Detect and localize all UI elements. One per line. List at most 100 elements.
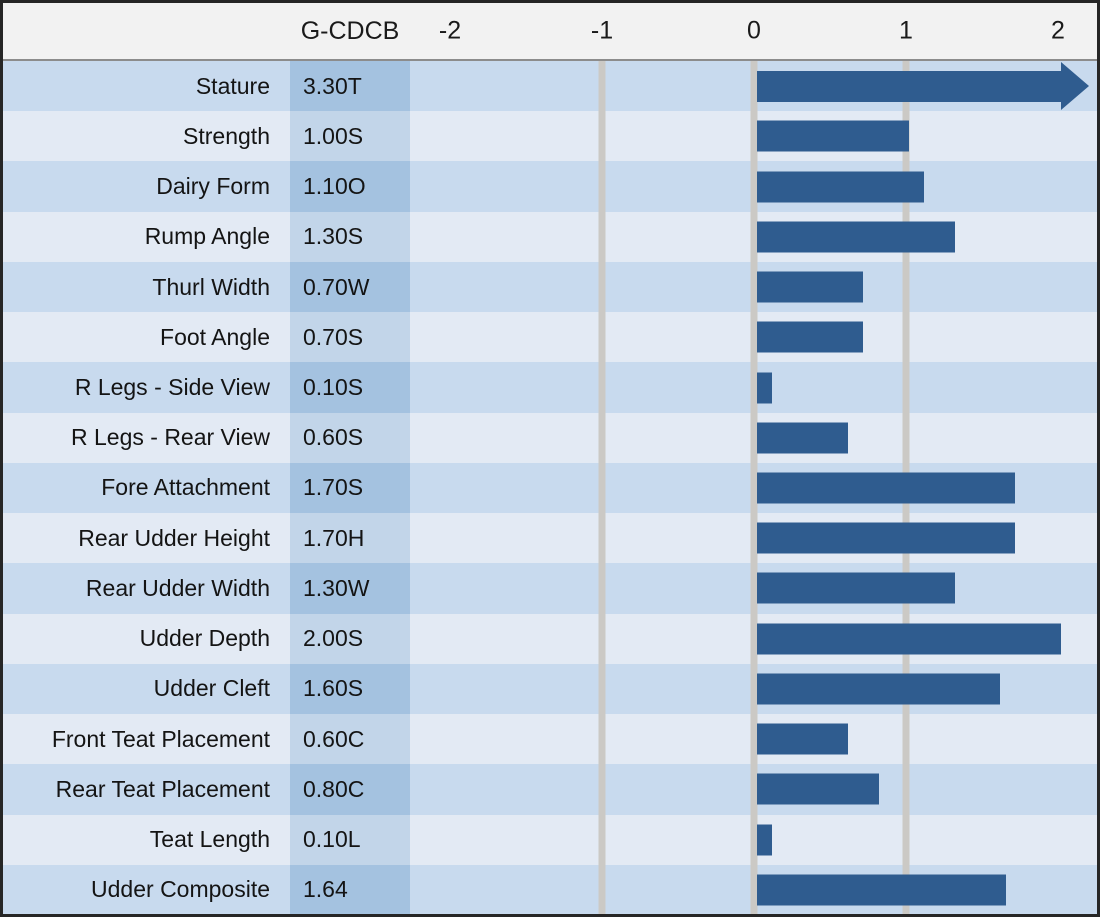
trait-label: R Legs - Side View	[3, 362, 290, 413]
trait-value: 3.30T	[290, 61, 410, 112]
table-row: Rump Angle 1.30S	[3, 211, 1097, 262]
bar-rect	[757, 271, 864, 303]
bar-rect	[757, 874, 1007, 906]
trait-label: Rump Angle	[3, 211, 290, 262]
trait-bar-cell	[410, 513, 1097, 564]
trait-bar	[757, 120, 909, 152]
bar-rect	[757, 824, 773, 856]
trait-value: 1.30W	[290, 563, 410, 614]
trait-value: 1.64	[290, 864, 410, 914]
trait-label: Rear Udder Width	[3, 563, 290, 614]
chart-header: G-CDCB -2 -1 0 1 2	[3, 3, 1097, 61]
bar-rect	[757, 572, 955, 604]
axis-tick-labels: -2 -1 0 1 2	[410, 3, 1097, 59]
bar-rect	[757, 70, 1061, 102]
table-row: Teat Length 0.10L	[3, 814, 1097, 865]
bar-rect	[757, 673, 1001, 705]
trait-bar	[757, 723, 849, 755]
trait-bar-cell	[410, 312, 1097, 363]
table-row: Udder Depth 2.00S	[3, 613, 1097, 664]
trait-bar	[757, 773, 879, 805]
table-row: Stature 3.30T	[3, 61, 1097, 112]
trait-rows: Stature 3.30T Strength 1.00S Dairy Form …	[3, 61, 1097, 914]
trait-bar	[757, 673, 1001, 705]
trait-value: 1.00S	[290, 111, 410, 162]
trait-bar-cell	[410, 211, 1097, 262]
header-trait-column-spacer	[3, 3, 290, 59]
trait-bar-cell	[410, 613, 1097, 664]
axis-tick-label: 2	[1051, 16, 1065, 45]
trait-bar-cell	[410, 714, 1097, 765]
bar-rect	[757, 623, 1061, 655]
table-row: R Legs - Side View 0.10S	[3, 362, 1097, 413]
axis-tick-label: 0	[747, 16, 761, 45]
trait-bar-cell	[410, 814, 1097, 865]
table-row: Fore Attachment 1.70S	[3, 462, 1097, 514]
trait-bar	[757, 874, 1007, 906]
bar-rect	[757, 372, 773, 404]
trait-label: Dairy Form	[3, 161, 290, 212]
trait-bar-cell	[410, 161, 1097, 212]
trait-label: Udder Depth	[3, 613, 290, 664]
trait-bar-cell	[410, 111, 1097, 162]
value-column-header: G-CDCB	[300, 16, 400, 45]
trait-bar	[757, 221, 955, 253]
bar-rect	[757, 321, 864, 353]
table-row: Dairy Form 1.10O	[3, 161, 1097, 212]
trait-value: 1.30S	[290, 211, 410, 262]
axis-tick-label: -1	[590, 16, 614, 45]
table-row: Foot Angle 0.70S	[3, 312, 1097, 363]
bar-rect	[757, 221, 955, 253]
table-row: R Legs - Rear View 0.60S	[3, 412, 1097, 463]
trait-bar-cell	[410, 663, 1097, 715]
trait-value: 1.60S	[290, 663, 410, 715]
trait-bar	[757, 522, 1016, 554]
trait-label: Teat Length	[3, 814, 290, 865]
trait-label: Foot Angle	[3, 312, 290, 363]
bar-rect	[757, 723, 849, 755]
axis-tick-label: -2	[438, 16, 462, 45]
bar-rect	[757, 171, 925, 203]
trait-bar	[757, 321, 864, 353]
trait-bar	[757, 572, 955, 604]
trait-value: 0.70W	[290, 261, 410, 313]
trait-bar	[757, 171, 925, 203]
trait-label: Rear Teat Placement	[3, 764, 290, 815]
table-row: Rear Udder Height 1.70H	[3, 513, 1097, 564]
trait-bar-cell	[410, 462, 1097, 514]
trait-value: 0.70S	[290, 312, 410, 363]
trait-value: 1.70H	[290, 513, 410, 564]
trait-bar-cell	[410, 412, 1097, 463]
trait-value: 1.70S	[290, 462, 410, 514]
trait-bar	[757, 472, 1016, 504]
trait-bar	[757, 623, 1061, 655]
table-row: Thurl Width 0.70W	[3, 261, 1097, 313]
axis-tick-label: 1	[899, 16, 913, 45]
bar-rect	[757, 522, 1016, 554]
trait-bar-cell	[410, 563, 1097, 614]
bar-rect	[757, 773, 879, 805]
table-row: Udder Cleft 1.60S	[3, 663, 1097, 715]
trait-label: Stature	[3, 61, 290, 112]
trait-value: 2.00S	[290, 613, 410, 664]
trait-label: Thurl Width	[3, 261, 290, 313]
trait-bar	[757, 271, 864, 303]
trait-bar-cell	[410, 61, 1097, 112]
trait-value: 0.60S	[290, 412, 410, 463]
trait-label: R Legs - Rear View	[3, 412, 290, 463]
table-row: Udder Composite 1.64	[3, 864, 1097, 914]
bar-rect	[757, 472, 1016, 504]
table-row: Strength 1.00S	[3, 111, 1097, 162]
table-row: Rear Teat Placement 0.80C	[3, 764, 1097, 815]
trait-bar	[757, 422, 849, 454]
trait-bar	[757, 824, 773, 856]
table-row: Front Teat Placement 0.60C	[3, 714, 1097, 765]
trait-bar-cell	[410, 864, 1097, 914]
trait-bar-cell	[410, 261, 1097, 313]
trait-label: Front Teat Placement	[3, 714, 290, 765]
trait-value: 0.60C	[290, 714, 410, 765]
bar-overflow-arrowhead-icon	[1061, 62, 1089, 111]
trait-bar	[757, 62, 1089, 111]
trait-label: Udder Composite	[3, 864, 290, 914]
